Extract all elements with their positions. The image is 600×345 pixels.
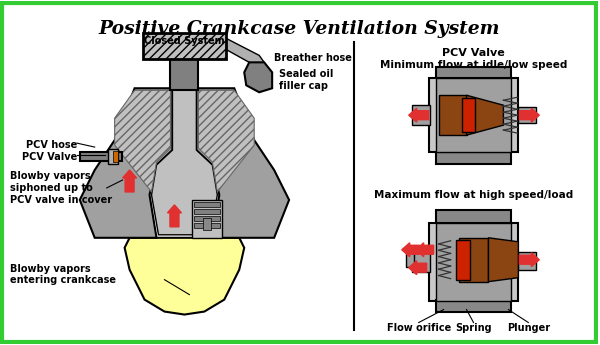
Bar [436,67,511,79]
Polygon shape [125,238,244,315]
Polygon shape [115,90,170,192]
Polygon shape [223,38,264,68]
Text: PCV Valve: PCV Valve [22,152,77,162]
Polygon shape [80,88,172,238]
Text: Sealed oil
filler cap: Sealed oil filler cap [279,69,334,91]
Bar [428,223,518,300]
Bar [406,253,414,267]
Polygon shape [196,88,289,238]
Bar [113,151,118,162]
Bar [436,152,511,164]
Bar [194,223,220,228]
Text: Blowby vapors
entering crankcase: Blowby vapors entering crankcase [10,264,116,285]
Bar [107,149,118,164]
FancyArrow shape [409,261,427,275]
Text: Spring: Spring [455,323,492,333]
Bar [436,299,511,312]
Text: Closed System: Closed System [144,37,225,47]
Bar [412,248,430,272]
FancyArrow shape [402,243,419,257]
Bar [439,95,467,135]
Bar [194,216,220,221]
Bar [194,209,220,214]
Text: Blowby vapors
siphoned up to
PCV valve in cover: Blowby vapors siphoned up to PCV valve i… [10,171,112,205]
Bar [412,105,430,125]
Bar [436,223,511,300]
Text: Minimum flow at idle/low speed: Minimum flow at idle/low speed [380,60,567,70]
Bar [170,55,199,90]
Polygon shape [199,90,254,192]
Text: Flow orifice: Flow orifice [386,323,451,333]
Bar [193,200,223,238]
FancyArrow shape [167,205,181,227]
FancyArrow shape [409,108,428,122]
Bar [518,107,536,123]
FancyArrow shape [416,243,434,257]
Text: Maximum flow at high speed/load: Maximum flow at high speed/load [374,190,573,200]
Text: Breather hose: Breather hose [274,53,352,63]
Bar [436,78,511,152]
Bar [166,50,202,58]
Bar [518,252,536,270]
FancyArrow shape [520,108,539,122]
Text: PCV hose: PCV hose [26,140,77,150]
Polygon shape [488,238,518,282]
Text: Plunger: Plunger [507,323,550,333]
Bar [428,78,518,152]
Bar [436,210,511,224]
FancyArrow shape [122,170,137,192]
Polygon shape [467,95,503,135]
FancyArrow shape [520,253,539,267]
Bar [461,98,475,132]
Text: Positive Crankcase Ventilation System: Positive Crankcase Ventilation System [98,20,500,39]
Bar [143,33,226,59]
Text: PCV Valve: PCV Valve [442,48,505,58]
Bar [455,240,470,280]
Bar [80,152,122,161]
Bar [458,238,488,282]
Bar [194,202,220,207]
Polygon shape [152,90,217,235]
Polygon shape [244,62,272,92]
Bar [203,218,211,230]
